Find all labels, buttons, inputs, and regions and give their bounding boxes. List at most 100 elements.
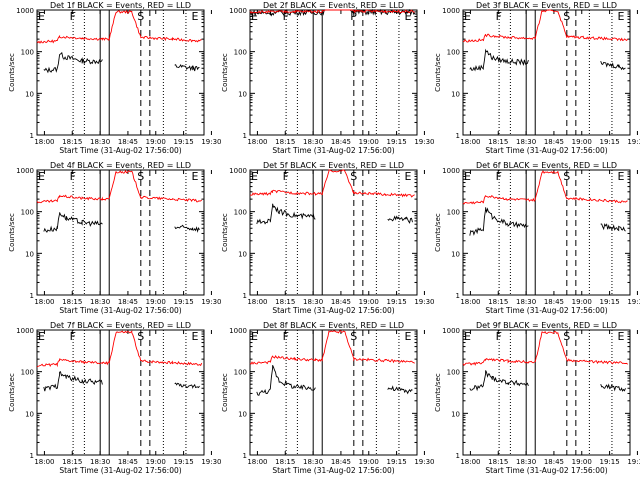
x-tick-label: 18:15 bbox=[488, 298, 508, 306]
x-tick-label: 19:00 bbox=[572, 298, 592, 306]
panel-det4: Det 4f BLACK = Events, RED = LLD 1 10 100 10… bbox=[8, 161, 222, 315]
y-tick-label: 100 bbox=[21, 209, 34, 217]
x-axis-label: Start Time (31-Aug-02 17:56:00) bbox=[59, 146, 181, 155]
x-tick-label: 18:15 bbox=[275, 298, 295, 306]
x-tick-label: 18:15 bbox=[275, 458, 295, 466]
x-tick-label: 18:00 bbox=[460, 298, 480, 306]
x-tick-label: 19:30 bbox=[627, 298, 640, 306]
segment-marker: F bbox=[496, 170, 502, 183]
series-line-lld bbox=[462, 9, 629, 43]
segment-marker: S bbox=[563, 330, 570, 343]
segment-marker: E bbox=[404, 10, 411, 23]
plot-frame bbox=[36, 9, 205, 136]
segment-marker: F bbox=[70, 170, 76, 183]
y-tick-label: 100 bbox=[234, 209, 247, 217]
segment-marker: E bbox=[251, 330, 258, 343]
segment-marker: E bbox=[464, 330, 471, 343]
x-axis-label: Start Time (31-Aug-02 17:56:00) bbox=[272, 306, 394, 315]
x-tick-label: 18:30 bbox=[303, 138, 323, 146]
segment-marker: S bbox=[350, 170, 357, 183]
series-line-events bbox=[469, 48, 626, 72]
segment-marker: S bbox=[563, 170, 570, 183]
x-tick-label: 18:00 bbox=[247, 458, 267, 466]
segment-marker: E bbox=[251, 170, 258, 183]
x-tick-label: 18:00 bbox=[34, 298, 54, 306]
x-tick-label: 18:30 bbox=[516, 138, 536, 146]
x-tick-label: 19:30 bbox=[201, 298, 221, 306]
series-line-lld bbox=[36, 169, 203, 204]
plot-frame bbox=[36, 329, 205, 456]
panel-det6: Det 6f BLACK = Events, RED = LLD 1 10 100 10… bbox=[434, 161, 640, 315]
x-tick-label: 18:45 bbox=[544, 138, 564, 146]
y-tick-label: 100 bbox=[234, 49, 247, 57]
x-tick-label: 18:30 bbox=[516, 298, 536, 306]
x-tick-label: 19:15 bbox=[386, 138, 406, 146]
series-line-lld bbox=[36, 330, 203, 368]
y-tick-label: 1000 bbox=[229, 327, 247, 335]
y-tick-label: 1000 bbox=[442, 7, 460, 15]
y-tick-label: 1 bbox=[243, 292, 247, 300]
x-tick-label: 18:00 bbox=[247, 298, 267, 306]
y-tick-label: 1 bbox=[243, 452, 247, 460]
series-line-events bbox=[469, 370, 626, 392]
y-tick-label: 1000 bbox=[16, 7, 34, 15]
y-tick-label: 1 bbox=[30, 452, 34, 460]
x-tick-label: 18:45 bbox=[544, 298, 564, 306]
segment-marker: P bbox=[350, 10, 357, 23]
y-tick-label: 10 bbox=[451, 90, 460, 98]
y-axis-label: Counts/sec bbox=[8, 373, 16, 412]
plot-frame bbox=[36, 169, 205, 296]
segment-marker: E bbox=[617, 330, 624, 343]
y-tick-label: 1 bbox=[30, 132, 34, 140]
y-axis-label: Counts/sec bbox=[434, 53, 442, 92]
panel-title: Det 4f BLACK = Events, RED = LLD bbox=[50, 161, 191, 170]
y-tick-label: 1000 bbox=[16, 167, 34, 175]
x-tick-label: 19:00 bbox=[146, 458, 166, 466]
x-tick-label: 18:45 bbox=[118, 458, 138, 466]
x-tick-label: 19:15 bbox=[599, 458, 619, 466]
y-axis-label: Counts/sec bbox=[221, 53, 229, 92]
segment-marker: S bbox=[137, 170, 144, 183]
panel-title: Det 3f BLACK = Events, RED = LLD bbox=[476, 1, 617, 10]
x-tick-label: 18:00 bbox=[34, 138, 54, 146]
segment-marker: E bbox=[191, 10, 198, 23]
segment-marker: E bbox=[617, 170, 624, 183]
y-tick-label: 100 bbox=[447, 209, 460, 217]
y-tick-label: 100 bbox=[234, 369, 247, 377]
y-axis-label: Counts/sec bbox=[434, 373, 442, 412]
segment-marker: S bbox=[137, 10, 144, 23]
y-tick-label: 100 bbox=[447, 49, 460, 57]
plot-frame bbox=[462, 169, 631, 296]
panel-title: Det 7f BLACK = Events, RED = LLD bbox=[50, 321, 191, 330]
y-tick-label: 10 bbox=[451, 250, 460, 258]
x-tick-label: 19:00 bbox=[359, 138, 379, 146]
y-tick-label: 1 bbox=[243, 132, 247, 140]
x-axis-label: Start Time (31-Aug-02 17:56:00) bbox=[485, 466, 607, 475]
segment-marker: E bbox=[251, 10, 258, 23]
series-line-events bbox=[256, 365, 413, 396]
x-axis-label: Start Time (31-Aug-02 17:56:00) bbox=[59, 466, 181, 475]
x-tick-label: 19:00 bbox=[359, 458, 379, 466]
x-axis-label: Start Time (31-Aug-02 17:56:00) bbox=[485, 146, 607, 155]
series-line-lld bbox=[249, 330, 415, 365]
y-axis-label: Counts/sec bbox=[434, 213, 442, 252]
y-axis-label: Counts/sec bbox=[8, 53, 16, 92]
segment-marker: E bbox=[38, 170, 45, 183]
x-tick-label: 19:30 bbox=[414, 298, 434, 306]
segment-marker: S bbox=[563, 10, 570, 23]
x-tick-label: 19:00 bbox=[572, 458, 592, 466]
x-tick-label: 19:30 bbox=[414, 458, 434, 466]
x-tick-label: 18:15 bbox=[488, 138, 508, 146]
plot-frame bbox=[249, 169, 418, 296]
x-tick-label: 19:30 bbox=[627, 458, 640, 466]
x-axis-label: Start Time (31-Aug-02 17:56:00) bbox=[272, 466, 394, 475]
y-tick-label: 1000 bbox=[16, 327, 34, 335]
y-tick-label: 10 bbox=[451, 410, 460, 418]
x-tick-label: 19:30 bbox=[201, 458, 221, 466]
y-tick-label: 10 bbox=[25, 90, 34, 98]
x-tick-label: 19:15 bbox=[173, 138, 193, 146]
x-tick-label: 18:00 bbox=[460, 138, 480, 146]
series-line-events bbox=[256, 203, 413, 225]
segment-marker: F bbox=[283, 170, 289, 183]
x-tick-label: 18:30 bbox=[303, 298, 323, 306]
